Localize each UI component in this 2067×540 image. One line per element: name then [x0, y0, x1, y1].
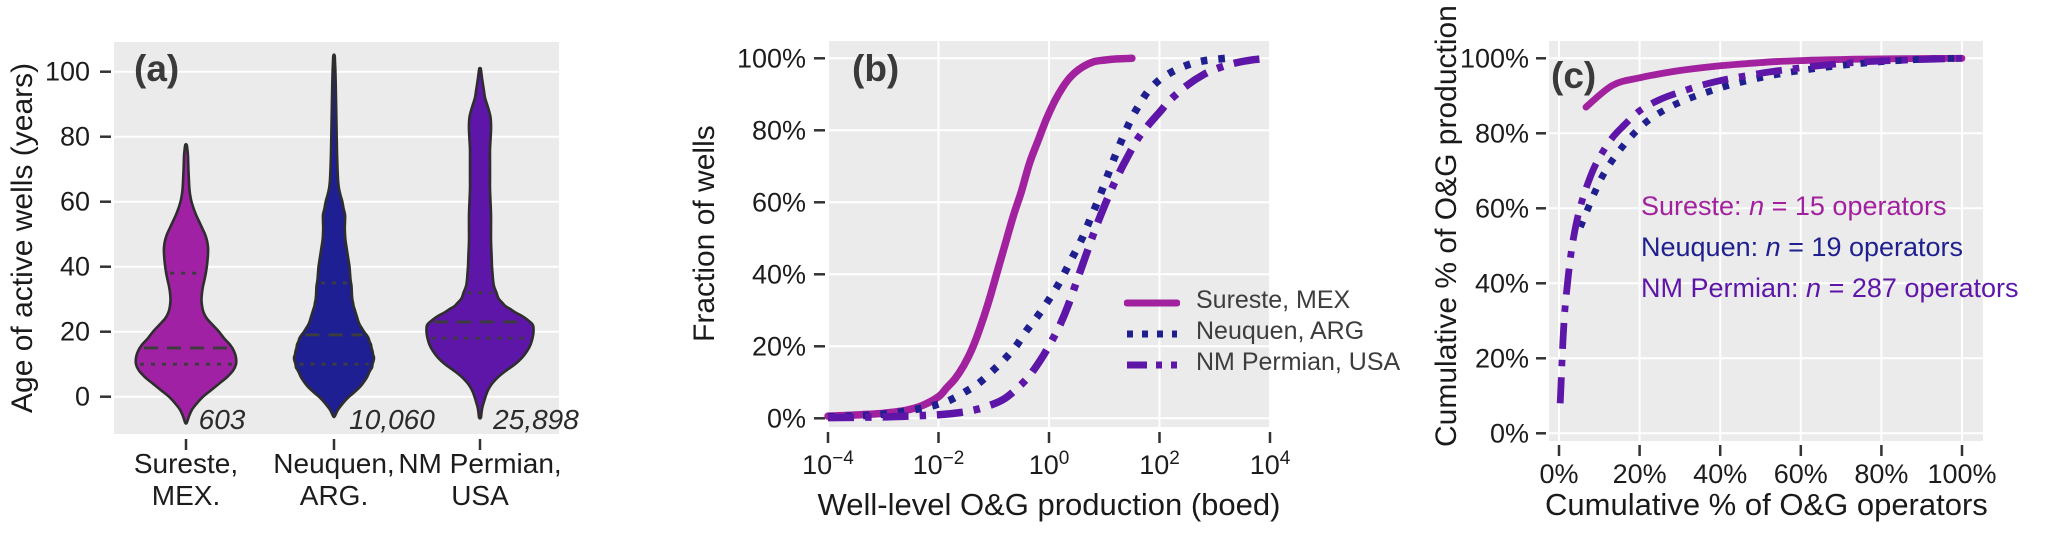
tick-label: 100 — [45, 57, 90, 87]
tick-label: 0 — [75, 382, 90, 412]
well-count-neuquen: 10,060 — [349, 404, 435, 435]
tick-label: 80% — [1475, 118, 1529, 148]
y-axis-title-b: Fraction of wells — [688, 125, 721, 343]
cdf-curve — [827, 54, 1271, 422]
tick-label: 100% — [1927, 459, 1996, 489]
x-tick-label: 10−4 — [802, 448, 854, 480]
category-label-neuquen: Neuquen, ARG. — [273, 448, 395, 511]
violin-chart-panel-a: 0 20 40 60 80 100 — [45, 42, 559, 450]
cdf-curve — [827, 54, 1227, 421]
panel-label-b: (b) — [852, 48, 900, 89]
annotation-sureste: Sureste: n = 15 operators — [1641, 191, 1947, 221]
annotation-neuquen: Neuquen: n = 19 operators — [1641, 232, 1964, 262]
lorenz-curve — [1577, 54, 1963, 229]
plot-background — [1549, 41, 1983, 441]
tick-label: 100% — [737, 43, 806, 73]
tick-label: 100% — [1460, 43, 1529, 73]
y-axis-title-a: Age of active wells (years) — [6, 62, 39, 414]
tick-label: 20% — [1475, 343, 1529, 373]
lorenz-curve — [1556, 54, 1963, 404]
legend: Sureste, MEX Neuquen, ARG NM Permian, US… — [1123, 285, 1401, 376]
legend-item-nm-permian: NM Permian, USA — [1124, 347, 1401, 376]
tick-label: 80% — [1854, 459, 1908, 489]
tick-label: 60% — [1475, 193, 1529, 223]
y-axis-title-c: Cumulative % of O&G production — [1430, 5, 1463, 447]
tick-label: 0% — [1490, 418, 1529, 448]
tick-label: 20 — [60, 317, 90, 347]
x-tick-label: 104 — [1249, 448, 1291, 480]
x-tick-label: 10−2 — [912, 448, 965, 480]
tick-label: 20% — [1613, 459, 1667, 489]
cdf-chart-panel-b: 0% 20% 40% 60% 80% 100% — [737, 41, 1272, 443]
tick-label: 80% — [752, 115, 806, 145]
cdf-curve — [824, 54, 1136, 420]
category-label-sureste: Sureste, MEX. — [133, 448, 239, 511]
legend-swatch-dotted-line-icon — [1124, 326, 1180, 338]
x-axis-title-b: Well-level O&G production (boed) — [817, 487, 1281, 522]
legend-item-neuquen: Neuquen, ARG — [1124, 316, 1400, 345]
tick-label: 40% — [1693, 459, 1747, 489]
legend-swatch-dashdot-line-icon — [1124, 357, 1180, 369]
annotations: Sureste: n = 15 operators Neuquen: n = 1… — [1641, 186, 2019, 309]
tick-label: 0% — [1539, 459, 1578, 489]
tick-label: 80 — [60, 122, 90, 152]
annotation-nm-permian: NM Permian: n = 287 operators — [1641, 273, 2019, 303]
tick-label: 40 — [60, 252, 90, 282]
violin-body — [134, 142, 238, 425]
tick-label: 60% — [752, 187, 806, 217]
legend-label: NM Permian, USA — [1196, 347, 1401, 376]
legend-swatch-solid-line-icon — [1123, 295, 1181, 307]
tick-label: 60% — [1774, 459, 1828, 489]
well-count-sureste: 603 — [198, 404, 246, 435]
panel-label-c: (c) — [1551, 55, 1597, 96]
violin-body — [292, 53, 376, 419]
legend-label: Neuquen, ARG — [1196, 316, 1365, 345]
x-tick-label: 100 — [1028, 448, 1070, 480]
tick-label: 40% — [1475, 268, 1529, 298]
x-tick-label: 102 — [1139, 448, 1180, 480]
tick-label: 60 — [60, 187, 90, 217]
tick-label: 0% — [767, 403, 806, 433]
panel-label-a: (a) — [134, 48, 180, 89]
legend-item-sureste: Sureste, MEX — [1123, 285, 1400, 314]
legend-label: Sureste, MEX — [1196, 285, 1351, 314]
well-count-nm-permian: 25,898 — [493, 404, 579, 435]
lorenz-chart-panel-c: 0% 20% 40% 60% 80% 100% 0% 20% 40% 60% 80% 100% — [1460, 41, 1997, 489]
tick-label: 40% — [752, 259, 806, 289]
tick-label: 20% — [752, 331, 806, 361]
category-label-nm-permian: NM Permian, USA — [398, 448, 562, 511]
violin-body — [425, 66, 535, 420]
x-axis-title-c: Cumulative % of O&G operators — [1545, 487, 1988, 522]
